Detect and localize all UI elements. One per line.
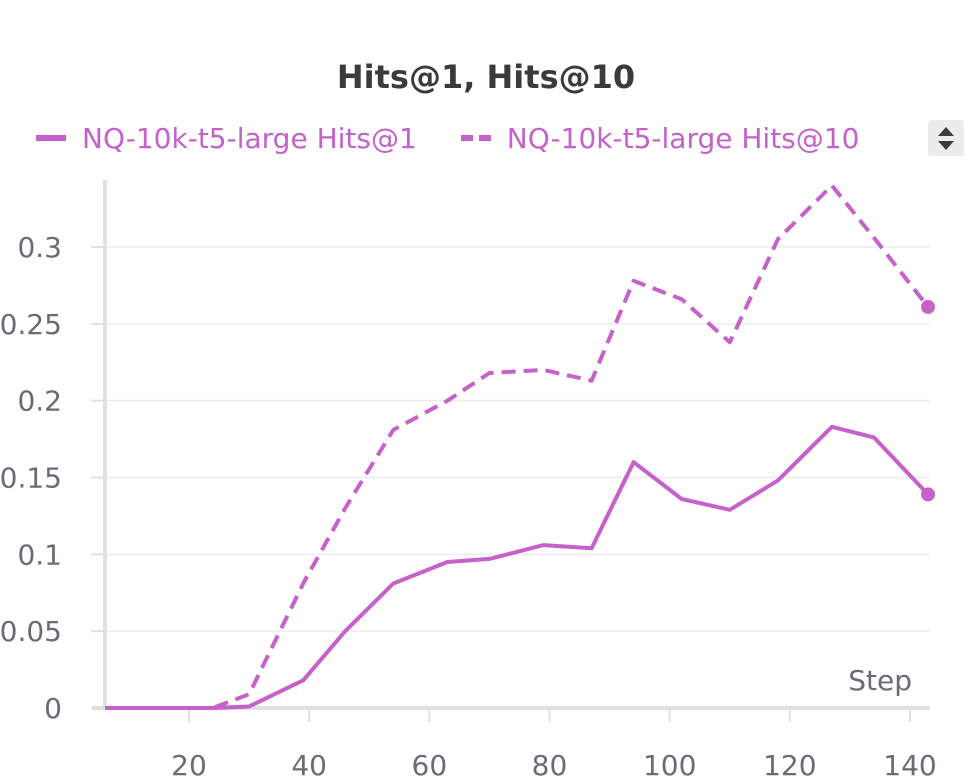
legend-item-hits10[interactable]: NQ-10k-t5-large Hits@10 xyxy=(460,121,860,155)
x-tick-label: 60 xyxy=(412,749,448,782)
x-tick-label: 120 xyxy=(763,749,816,782)
x-tick-label: 40 xyxy=(291,749,327,782)
series-endpoint-hits1 xyxy=(921,487,936,502)
legend-dashed-line-icon xyxy=(460,135,491,141)
x-tick-label: 20 xyxy=(171,749,207,782)
legend-solid-line-icon xyxy=(36,135,66,141)
y-tick-label: 0.25 xyxy=(0,308,62,341)
y-tick-label: 0.2 xyxy=(17,385,62,418)
y-tick-label: 0.1 xyxy=(17,538,62,571)
y-tick-label: 0.3 xyxy=(17,231,62,264)
legend-label-hits1: NQ-10k-t5-large Hits@1 xyxy=(82,121,417,155)
up-down-arrows-icon xyxy=(938,127,954,150)
y-tick-label: 0.15 xyxy=(0,462,62,495)
legend-scroll-button[interactable] xyxy=(928,120,964,156)
x-tick-label: 100 xyxy=(643,749,696,782)
legend-label-hits10: NQ-10k-t5-large Hits@10 xyxy=(506,121,860,155)
legend: NQ-10k-t5-large Hits@1 NQ-10k-t5-large H… xyxy=(36,118,903,158)
y-tick-label: 0.05 xyxy=(0,615,62,648)
legend-item-hits1[interactable]: NQ-10k-t5-large Hits@1 xyxy=(36,122,417,155)
chart-title: Hits@1, Hits@10 xyxy=(336,58,636,96)
series-line-hits10 xyxy=(105,183,930,710)
x-tick-label: 140 xyxy=(883,749,936,782)
y-tick-label: 0 xyxy=(44,692,62,725)
x-tick-label: 80 xyxy=(532,749,568,782)
series-line-hits1 xyxy=(105,424,930,710)
x-axis-label: Step xyxy=(848,664,912,697)
series-endpoint-hits10 xyxy=(921,299,936,314)
